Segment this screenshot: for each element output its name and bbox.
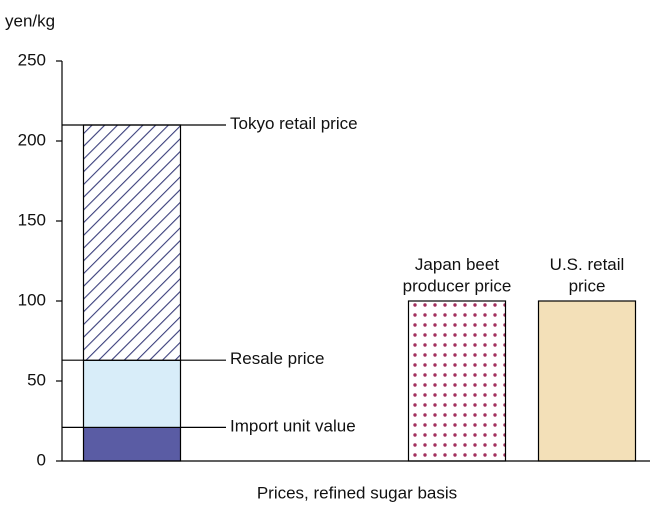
bar-segment [82, 124, 182, 361]
bar-label: Japan beet producer price [403, 255, 512, 295]
bar-segment [82, 426, 182, 462]
y-tick-label: 50 [27, 370, 46, 389]
annotation-label: Resale price [230, 350, 325, 369]
y-tick-label: 150 [18, 210, 46, 229]
y-tick-label: 100 [18, 290, 46, 309]
y-tick-label: 250 [18, 50, 46, 69]
bar-segment [537, 300, 637, 462]
y-tick-label: 0 [37, 450, 46, 469]
y-axis-label: yen/kg [5, 11, 55, 30]
bar-segment [407, 300, 507, 462]
annotation-label: Import unit value [230, 417, 356, 436]
bar-label: U.S. retail price [550, 255, 625, 295]
x-axis-label: Prices, refined sugar basis [257, 483, 457, 502]
bar-segment [82, 359, 182, 429]
annotation-label: Tokyo retail price [230, 114, 358, 133]
y-tick-label: 200 [18, 130, 46, 149]
